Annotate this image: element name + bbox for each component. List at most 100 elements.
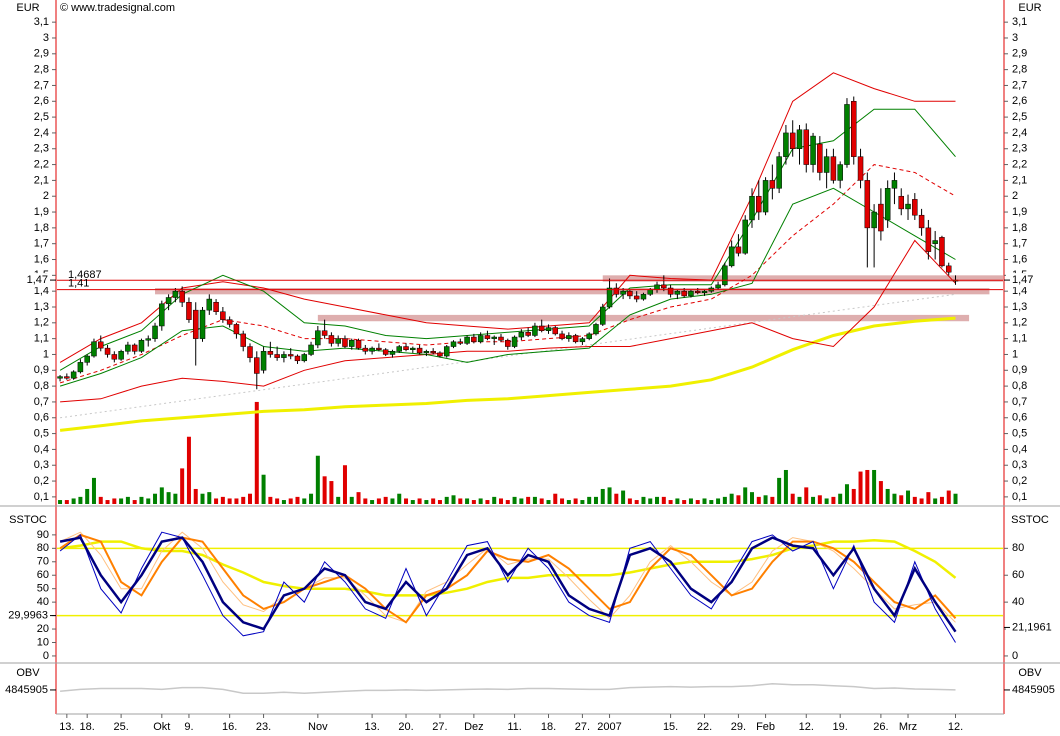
candle-body [606,287,613,308]
value-marker-box [1006,682,1060,697]
volume-bar [227,498,232,504]
candle-body [355,339,362,349]
candle-body [165,297,172,305]
candle-body [661,284,667,289]
price-panel [57,72,1003,504]
x-tick-label: 29. [731,721,746,733]
candle-body [308,344,314,355]
volume-bar [383,496,388,504]
candle-body [369,347,375,352]
volume-bar [397,493,402,504]
candle-body [505,339,511,347]
horizontal-line-label: 1,41 [68,277,89,289]
y-tick-label: 2,2 [34,158,49,170]
volume-bar [465,498,470,504]
y-tick-label: 1,8 [1012,222,1027,234]
volume-bar [946,490,951,504]
candle-body [939,237,945,267]
y-tick-label: 0,4 [1012,443,1027,455]
volume-bar [919,498,924,504]
x-tick-label: 25. [113,721,128,733]
candle-body [477,335,484,343]
candle-body [70,371,77,379]
y-tick-label: 2,6 [1012,95,1027,107]
value-marker-box [0,682,52,697]
volume-bar [729,493,734,504]
value-marker-box [1006,273,1060,288]
x-tick-label: 11. [507,721,521,733]
candle-body [715,284,721,289]
x-tick-label: 13. [59,721,74,733]
volume-bar [804,487,809,504]
candle-body [694,290,701,293]
obv-panel [60,683,956,694]
volume-bar [214,498,219,504]
indicator-line [59,536,957,633]
volume-bar [309,493,314,504]
volume-bar [634,500,639,504]
candle-body [817,143,823,173]
y-tick-label: 10 [37,636,49,648]
candle-body [722,265,728,286]
volume-bar [125,496,130,504]
volume-bar [749,492,754,504]
volume-bar [404,498,409,504]
y-tick-label: 1 [43,348,49,360]
volume-bar [146,498,151,504]
y-tick-label: 0,3 [1012,459,1027,471]
volume-bar [200,493,205,504]
candle-body [756,195,762,213]
y-tick-label: 0 [43,650,49,662]
candle-body [769,180,776,189]
y-tick-label: 0,7 [34,396,49,408]
volume-bar [580,500,585,504]
volume-bar [315,455,320,504]
candle-body [416,347,423,354]
y-tick-label: 2,2 [1012,158,1027,170]
candle-body [315,330,321,346]
candle-body [749,195,755,221]
x-tick-label: 27. [575,721,590,733]
volume-bar [166,492,171,504]
candle-body [233,324,240,335]
candle-body [192,309,199,339]
volume-bar [85,488,90,504]
candle-body [104,347,111,355]
y-tick-label: 2,1 [1012,174,1027,186]
candle-body [437,352,443,357]
volume-bar [363,498,368,504]
candle-body [864,180,871,229]
y-tick-label: 1,6 [34,253,49,265]
volume-bar [899,495,904,504]
y-tick-label: 0 [1012,650,1018,662]
volume-bar [560,498,565,504]
y-tick-label: 2,3 [34,143,49,155]
candle-body [382,349,389,355]
candle-body [579,338,586,343]
horizontal-line-label: 1,4687 [68,269,102,281]
y-tick-label: 1,4 [1012,285,1027,297]
volume-bar [566,500,571,504]
candle-body [681,290,687,297]
volume-bar [926,492,931,504]
y-tick-label: 0,8 [34,380,49,392]
candle-body [274,354,280,358]
candle-body [545,327,552,331]
candle-body [199,309,206,339]
volume-bar [702,498,707,504]
indicator-line [60,293,956,419]
y-tick-label: 0,2 [1012,475,1027,487]
volume-bar [600,488,605,504]
candle-body [254,357,260,374]
candle-body [125,344,131,352]
volume-bar [471,500,476,504]
candle-body [511,336,518,347]
candle-body [484,335,491,339]
volume-bar [64,500,69,504]
candle-body [159,303,165,327]
volume-bar [695,500,700,504]
volume-bar [939,496,944,504]
y-tick-label: 2,5 [34,111,49,123]
x-tick-label: 13. [364,721,379,733]
